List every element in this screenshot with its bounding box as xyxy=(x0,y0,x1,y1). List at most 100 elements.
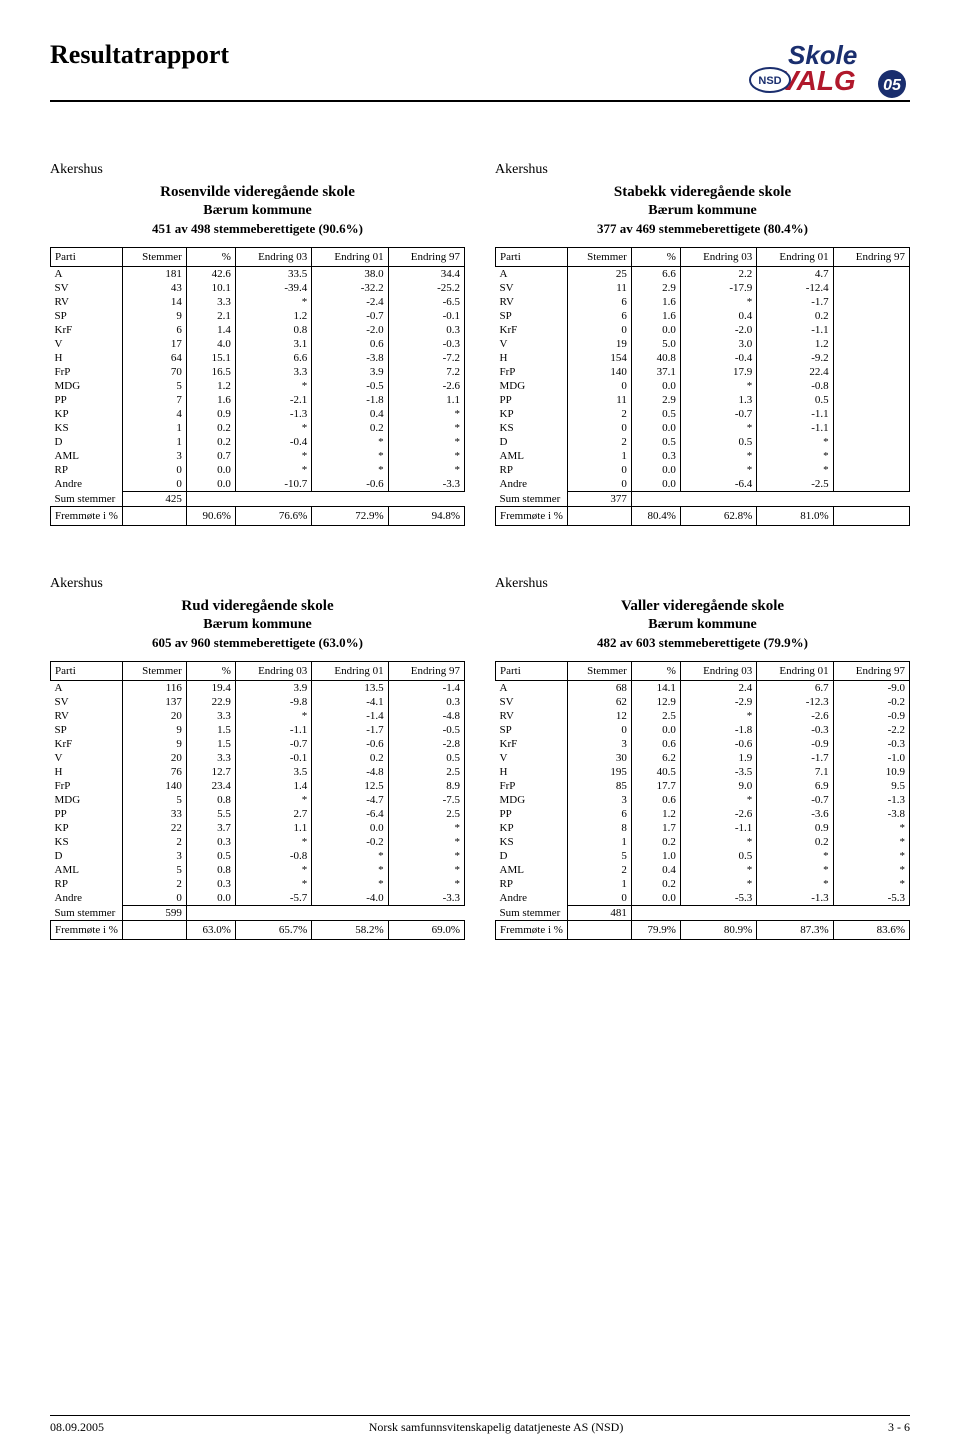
table-row: PP61.2-2.6-3.6-3.8 xyxy=(496,807,910,821)
table-row: KS10.2*0.2* xyxy=(496,835,910,849)
column-header: Endring 97 xyxy=(833,248,909,267)
table-cell: H xyxy=(496,765,568,779)
table-row: RV122.5*-2.6-0.9 xyxy=(496,709,910,723)
table-cell: 68 xyxy=(567,681,631,696)
table-cell: 0.6 xyxy=(312,337,388,351)
table-cell: 1.6 xyxy=(631,309,680,323)
table-row: D51.00.5** xyxy=(496,849,910,863)
table-cell: 22.4 xyxy=(757,365,833,379)
table-cell: 7.1 xyxy=(757,765,833,779)
table-cell: -12.4 xyxy=(757,281,833,295)
table-cell: 0.3 xyxy=(631,449,680,463)
table-cell: -2.6 xyxy=(680,807,756,821)
table-cell xyxy=(833,351,909,365)
table-row: KP20.5-0.7-1.1 xyxy=(496,407,910,421)
table-cell: KS xyxy=(51,421,123,435)
school-name: Stabekk videregående skole xyxy=(495,184,910,201)
table-cell: -17.9 xyxy=(680,281,756,295)
table-cell: 5.0 xyxy=(631,337,680,351)
table-cell: 2.4 xyxy=(680,681,756,696)
table-cell: -3.8 xyxy=(833,807,909,821)
table-cell: PP xyxy=(496,393,568,407)
table-cell: 3.5 xyxy=(235,765,311,779)
table-cell: 5 xyxy=(122,379,186,393)
table-cell: 8.9 xyxy=(388,779,464,793)
table-cell: V xyxy=(496,751,568,765)
table-cell: 0.2 xyxy=(757,835,833,849)
table-row: KS10.2*0.2* xyxy=(51,421,465,435)
table-cell: 5 xyxy=(122,863,186,877)
table-cell: 0.3 xyxy=(186,835,235,849)
table-cell: 6.7 xyxy=(757,681,833,696)
table-cell xyxy=(833,323,909,337)
table-cell: * xyxy=(833,835,909,849)
table-cell: 0.0 xyxy=(312,821,388,835)
table-row: RP00.0** xyxy=(496,463,910,477)
table-cell: MDG xyxy=(51,379,123,393)
fremmote-cell: 65.7% xyxy=(235,921,311,940)
fremmote-cell xyxy=(567,507,631,526)
column-header: Stemmer xyxy=(122,248,186,267)
fremmote-cell: 87.3% xyxy=(757,921,833,940)
table-cell: * xyxy=(833,877,909,891)
table-cell: -3.3 xyxy=(388,477,464,492)
logo: Skole VALG NSD 05 xyxy=(740,40,910,100)
table-cell: 40.8 xyxy=(631,351,680,365)
table-cell: 1.5 xyxy=(186,737,235,751)
column-header: % xyxy=(186,248,235,267)
table-row: PP112.91.30.5 xyxy=(496,393,910,407)
table-cell: 6 xyxy=(567,295,631,309)
table-cell: * xyxy=(833,863,909,877)
table-cell: -0.3 xyxy=(757,723,833,737)
table-cell: -1.7 xyxy=(757,295,833,309)
table-cell: 3 xyxy=(122,449,186,463)
table-row: KP223.71.10.0* xyxy=(51,821,465,835)
table-cell: 10.9 xyxy=(833,765,909,779)
table-cell xyxy=(833,281,909,295)
table-row: D20.50.5* xyxy=(496,435,910,449)
table-cell: 0.0 xyxy=(631,723,680,737)
fremmote-row: Fremmøte i %90.6%76.6%72.9%94.8% xyxy=(51,507,465,526)
table-cell: * xyxy=(235,463,311,477)
table-cell: * xyxy=(235,709,311,723)
fremmote-cell: 69.0% xyxy=(388,921,464,940)
table-cell: 13.5 xyxy=(312,681,388,696)
table-cell: 0 xyxy=(567,891,631,906)
column-header: Endring 01 xyxy=(312,248,388,267)
table-row: MDG51.2*-0.5-2.6 xyxy=(51,379,465,393)
table-cell: 3 xyxy=(567,737,631,751)
table-row: SV13722.9-9.8-4.10.3 xyxy=(51,695,465,709)
fremmote-cell: 79.9% xyxy=(631,921,680,940)
table-cell: 0.4 xyxy=(680,309,756,323)
table-cell: 0.8 xyxy=(186,863,235,877)
table-cell: KP xyxy=(51,821,123,835)
table-cell: 0.0 xyxy=(631,463,680,477)
table-cell: * xyxy=(833,849,909,863)
table-cell: -25.2 xyxy=(388,281,464,295)
table-cell: 2 xyxy=(122,835,186,849)
table-cell: MDG xyxy=(496,379,568,393)
table-cell: RV xyxy=(496,295,568,309)
table-cell: -6.4 xyxy=(312,807,388,821)
table-cell: * xyxy=(680,835,756,849)
page-header: Resultatrapport Skole VALG NSD 05 xyxy=(50,40,910,102)
table-cell: 7.2 xyxy=(388,365,464,379)
table-cell: AML xyxy=(496,449,568,463)
page-footer: 08.09.2005 Norsk samfunnsvitenskapelig d… xyxy=(50,1415,910,1435)
fremmote-cell xyxy=(567,921,631,940)
table-cell: 1 xyxy=(122,421,186,435)
table-row: KS20.3*-0.2* xyxy=(51,835,465,849)
table-cell: -0.6 xyxy=(680,737,756,751)
table-row: FrP14037.117.922.4 xyxy=(496,365,910,379)
table-cell: D xyxy=(496,435,568,449)
table-row: FrP14023.41.412.58.9 xyxy=(51,779,465,793)
table-row: KP81.7-1.10.9* xyxy=(496,821,910,835)
table-row: Andre00.0-10.7-0.6-3.3 xyxy=(51,477,465,492)
sum-row: Sum stemmer481 xyxy=(496,906,910,921)
table-cell: 30 xyxy=(567,751,631,765)
table-cell: 0.2 xyxy=(631,835,680,849)
municipality-name: Bærum kommune xyxy=(50,617,465,633)
table-cell: 9.5 xyxy=(833,779,909,793)
table-cell: * xyxy=(757,877,833,891)
result-block: AkershusRosenvilde videregående skoleBær… xyxy=(50,162,465,526)
